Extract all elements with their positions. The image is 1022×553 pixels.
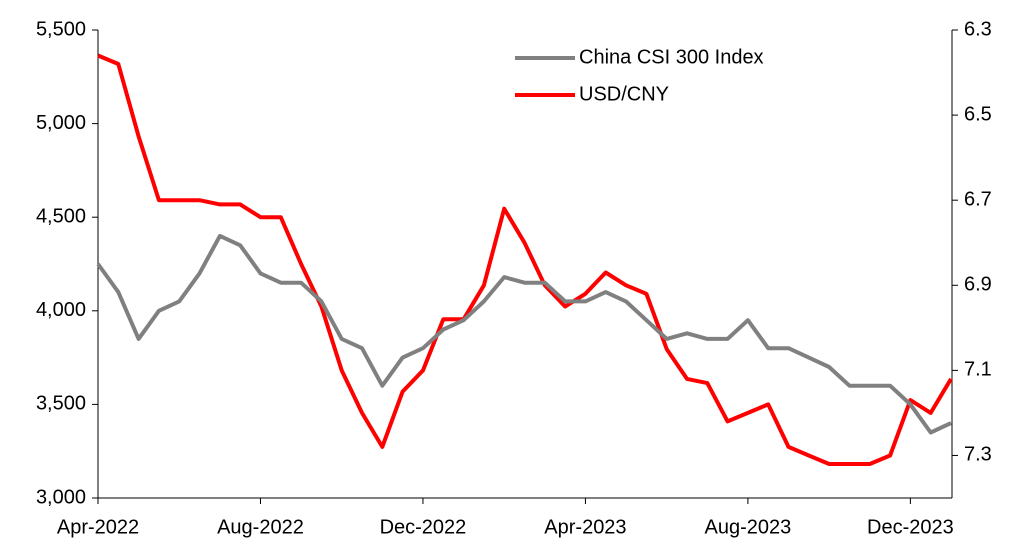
x-tick-label: Aug-2023 — [705, 516, 792, 538]
x-tick-label: Aug-2022 — [217, 516, 304, 538]
y2-tick-label: 7.3 — [964, 444, 992, 466]
line-series — [97, 53, 953, 466]
y-tick-label: 5,000 — [36, 112, 86, 134]
y-tick-label: 3,500 — [36, 393, 86, 415]
y2-tick-label: 6.7 — [964, 188, 992, 210]
y-tick-label: 4,000 — [36, 299, 86, 321]
x-tick-label: Dec-2023 — [867, 516, 954, 538]
y-tick-label: 3,000 — [36, 486, 86, 508]
legend-label: China CSI 300 Index — [579, 46, 764, 68]
line-series — [96, 233, 952, 435]
y2-tick-label: 6.5 — [964, 103, 992, 125]
y2-tick-label: 7.1 — [964, 359, 992, 381]
x-tick-label: Apr-2022 — [57, 516, 139, 538]
legend-label: USD/CNY — [579, 83, 669, 105]
y-tick-label: 4,500 — [36, 205, 86, 227]
x-tick-label: Apr-2023 — [544, 516, 626, 538]
y-tick-label: 5,500 — [36, 18, 86, 40]
y2-tick-label: 6.9 — [964, 274, 992, 296]
y2-tick-label: 6.3 — [964, 18, 992, 40]
x-tick-label: Dec-2022 — [380, 516, 467, 538]
